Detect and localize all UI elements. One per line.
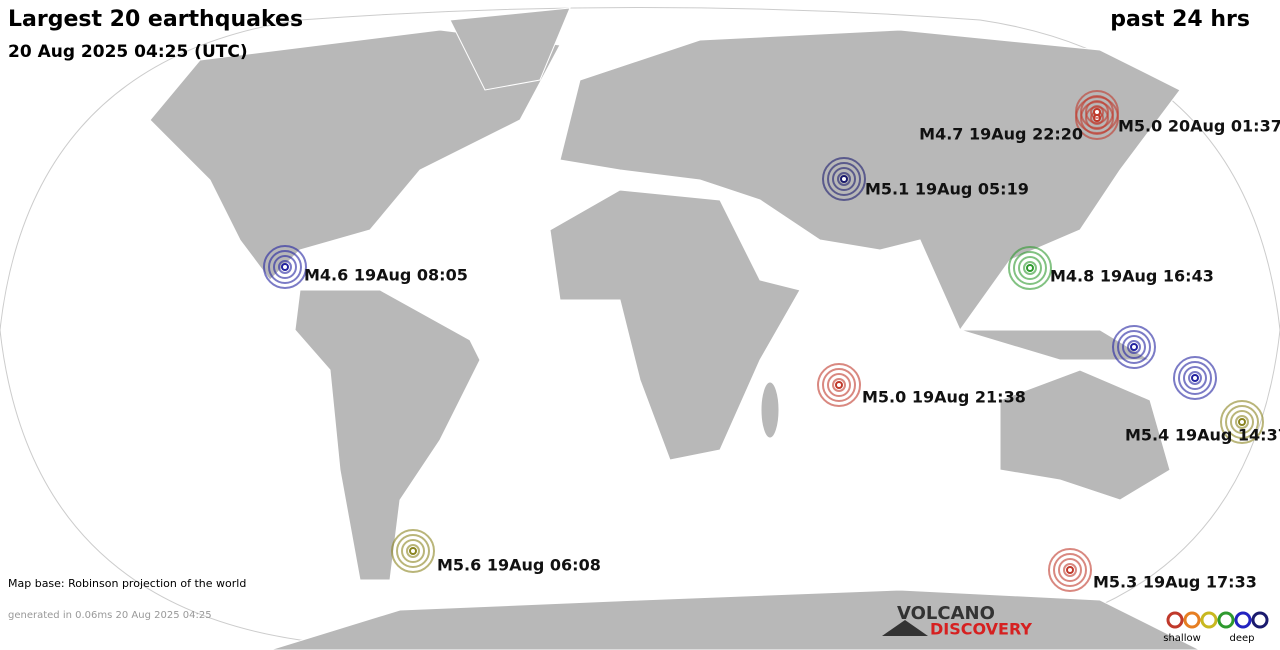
quake-center (1191, 374, 1199, 382)
quake-ring (827, 373, 851, 397)
quake: M5.3 19Aug 17:33 (1048, 548, 1257, 592)
quake-ring (822, 368, 856, 402)
quake-ring (278, 260, 292, 274)
quake-center (1130, 343, 1138, 351)
landmass (149, 7, 1201, 650)
quake: M4.8 19Aug 16:43 (1008, 246, 1214, 290)
quake: M4.7 19Aug 22:20 (919, 90, 1119, 144)
quakes: M5.0 20Aug 01:37 M4.7 19Aug 22:20 M5.1 19A… (263, 90, 1280, 592)
quake-ring (1188, 371, 1202, 385)
quake-label: M4.8 19Aug 16:43 (1050, 267, 1214, 286)
quake-ring (1178, 361, 1212, 395)
quake-ring (837, 172, 851, 186)
quake-center (1026, 264, 1034, 272)
quake-ring (1117, 330, 1151, 364)
period: past 24 hrs (1110, 7, 1250, 32)
logo-line1: VOLCANO (897, 603, 995, 624)
quake-ring (1053, 553, 1087, 587)
quake-ring (1085, 100, 1109, 124)
quake-label: M5.3 19Aug 17:33 (1093, 573, 1257, 592)
quake-ring (1080, 95, 1114, 129)
quake: M5.1 19Aug 05:19 (822, 157, 1029, 201)
quake-label: M4.7 19Aug 22:20 (919, 125, 1083, 144)
quake: M5.6 19Aug 06:08 (391, 529, 601, 575)
quake-ring (1220, 400, 1264, 444)
quake-ring (822, 157, 866, 201)
quake-ring (817, 363, 861, 407)
quake-label: M5.4 19Aug 14:37 (1125, 426, 1280, 445)
quake-label: M5.6 19Aug 06:08 (437, 556, 601, 575)
quake-ring (396, 534, 430, 568)
quake-ring (1225, 405, 1259, 439)
quake-ring (832, 167, 856, 191)
quake-ring (1122, 335, 1146, 359)
quake-label: M5.1 19Aug 05:19 (865, 180, 1029, 199)
quake-ring (273, 255, 297, 279)
quake-center (1066, 566, 1074, 574)
quake-ring (1013, 251, 1047, 285)
logo-line2: DISCOVERY (930, 620, 1032, 639)
quake-center (1093, 108, 1101, 116)
generated: generated in 0.06ms 20 Aug 2025 04:25 (8, 610, 212, 621)
quake-ring (1018, 256, 1042, 280)
quake-ring (1058, 558, 1082, 582)
legend-deep: deep (1230, 633, 1255, 644)
quake-ring (1127, 340, 1141, 354)
quake-ring (1183, 366, 1207, 390)
quake-ring (401, 539, 425, 563)
quake-label: M5.0 19Aug 21:38 (862, 388, 1026, 407)
quake: M4.6 19Aug 08:05 (263, 245, 468, 289)
subtitle: 20 Aug 2025 04:25 (UTC) (8, 42, 248, 62)
quake-ring (1023, 261, 1037, 275)
quake-ring (1090, 105, 1104, 119)
quake-label: M4.6 19Aug 08:05 (304, 266, 468, 285)
quake-ring (832, 378, 846, 392)
quake-ring (1063, 563, 1077, 577)
quake-ring (263, 245, 307, 289)
quake-center (281, 263, 289, 271)
quake-ring (406, 544, 420, 558)
quake-ring (1048, 548, 1092, 592)
quake-center (835, 381, 843, 389)
unlabeled-quakes (1112, 325, 1217, 400)
logo: VOLCANO DISCOVERY (882, 603, 1032, 639)
quake-ring (1008, 246, 1052, 290)
quake-label: M5.0 20Aug 01:37 (1118, 117, 1280, 136)
quake-ring (827, 162, 861, 196)
quake-ring (1112, 325, 1156, 369)
title: Largest 20 earthquakes (8, 7, 303, 32)
depth-legend: shallow deep (1163, 611, 1269, 644)
quake-center (1238, 418, 1246, 426)
quake-center (409, 547, 417, 555)
quake: M5.4 19Aug 14:37 (1125, 400, 1280, 445)
quake-ring (268, 250, 302, 284)
quake-ring (391, 529, 435, 573)
quake-ring (1235, 415, 1249, 429)
quake-center (840, 175, 848, 183)
legend-shallow: shallow (1163, 633, 1201, 644)
quake-ring (1230, 410, 1254, 434)
quake-ring (1173, 356, 1217, 400)
quake-ring (1075, 90, 1119, 134)
map-base: Map base: Robinson projection of the wor… (8, 577, 246, 590)
quake: M5.0 19Aug 21:38 (817, 363, 1026, 407)
